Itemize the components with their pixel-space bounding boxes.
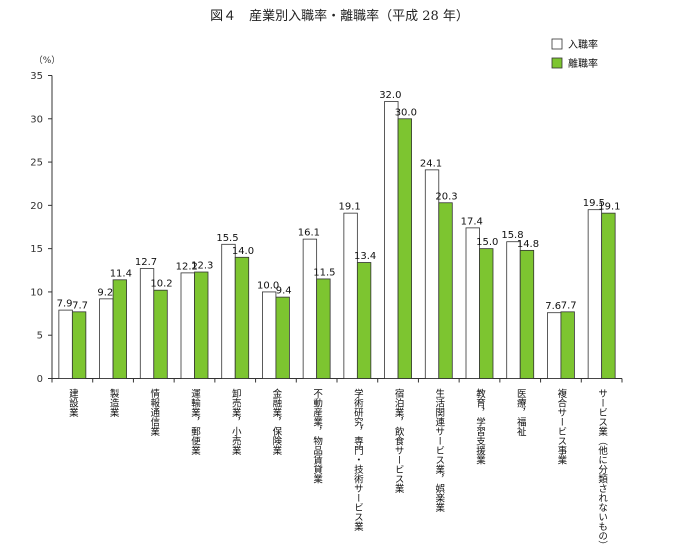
x-category-label: 建設業 bbox=[67, 388, 79, 418]
bar-entry-rate bbox=[547, 312, 562, 379]
bar-exit-rate bbox=[479, 248, 494, 379]
axes: 0 5 10 15 20 25 30 35 （%） bbox=[30, 55, 623, 385]
value-label-entry: 12.2 bbox=[176, 261, 198, 272]
value-label-entry: 24.1 bbox=[420, 158, 442, 169]
value-label-exit: 7.7 bbox=[72, 300, 88, 311]
value-label-exit: 14.8 bbox=[517, 239, 539, 250]
bar-exit-rate bbox=[234, 256, 250, 379]
x-category-label: 不動産業，物品賃貸業 bbox=[311, 389, 323, 485]
value-label-entry: 16.1 bbox=[298, 228, 320, 239]
bar-exit-rate bbox=[112, 279, 127, 379]
y-tick-label: 25 bbox=[30, 158, 43, 169]
bar-entry-rate bbox=[180, 272, 195, 379]
x-category-label: 運輸業，郵便業 bbox=[189, 389, 201, 456]
bar-exit-rate bbox=[560, 311, 575, 379]
value-label-exit: 9.4 bbox=[276, 286, 292, 297]
y-tick-label: 35 bbox=[30, 71, 43, 82]
x-category-label: サービス業（他に分類されないもの） bbox=[596, 389, 608, 551]
bar-exit-rate bbox=[71, 311, 87, 379]
bar-exit-rate bbox=[275, 296, 290, 379]
x-category-label: 学術研究，専門・技術サービス業 bbox=[352, 388, 364, 532]
labels: 7.9 7.7建設業9.211.4製造業12.710.2情報通信業12.212.3… bbox=[57, 90, 621, 550]
bar-entry-rate bbox=[221, 243, 236, 379]
value-label-entry: 9.2 bbox=[97, 287, 113, 298]
value-label-entry: 15.8 bbox=[501, 230, 523, 241]
y-tick-label: 30 bbox=[30, 114, 43, 125]
x-category-label: 教育，学習支援業 bbox=[474, 388, 486, 466]
bar-entry-rate bbox=[262, 291, 277, 379]
bar-entry-rate bbox=[506, 241, 521, 379]
bar-exit-rate bbox=[438, 202, 453, 379]
value-label-exit: 11.4 bbox=[110, 268, 132, 279]
y-tick-label: 5 bbox=[37, 331, 43, 342]
x-category-label: 生活関連サービス業，娯楽業 bbox=[433, 388, 445, 513]
x-category-label: 宿泊業，飲食サービス業 bbox=[393, 388, 405, 494]
value-label-exit: 30.0 bbox=[395, 107, 417, 118]
value-label-entry: 12.7 bbox=[135, 257, 157, 268]
bar-entry-rate bbox=[343, 212, 358, 379]
bar-exit-rate bbox=[397, 118, 412, 379]
value-label-exit: 14.0 bbox=[232, 246, 254, 257]
bar-exit-rate bbox=[194, 271, 209, 379]
value-label-entry: 17.4 bbox=[461, 216, 483, 227]
chart-title: 図４ 産業別入職率・離職率（平成 28 年） bbox=[210, 9, 469, 24]
value-label-entry: 10.0 bbox=[257, 280, 279, 291]
bar-entry-rate bbox=[302, 238, 318, 379]
value-label-exit: 13.4 bbox=[354, 251, 376, 262]
y-tick-label: 15 bbox=[30, 244, 43, 255]
value-label-exit: 20.3 bbox=[435, 191, 457, 202]
value-label-exit: 10.2 bbox=[150, 279, 172, 290]
value-label-exit: 15.0 bbox=[476, 237, 498, 248]
value-label-exit: 12.3 bbox=[191, 261, 213, 272]
legend-entry-rate-label: 入職率 bbox=[568, 38, 598, 51]
bar-entry-rate bbox=[58, 309, 73, 379]
x-category-label: 情報通信業 bbox=[148, 388, 160, 437]
bar-exit-rate bbox=[153, 289, 168, 379]
value-label-entry: 7.6 bbox=[545, 301, 561, 312]
bar-entry-rate bbox=[587, 209, 603, 379]
y-tick-label: 0 bbox=[37, 374, 43, 385]
x-category-label: 卸売業，小売業 bbox=[230, 388, 242, 456]
value-label-entry: 19.1 bbox=[338, 202, 360, 213]
x-category-label: 金融業，保険業 bbox=[270, 388, 282, 456]
bar-exit-rate bbox=[519, 249, 535, 379]
x-category-label: 複合サービス事業 bbox=[555, 388, 567, 466]
value-label-exit: 11.5 bbox=[313, 267, 335, 278]
value-label-entry: 15.5 bbox=[216, 233, 238, 244]
y-axis-unit: （%） bbox=[34, 55, 61, 66]
bar-exit-rate bbox=[601, 212, 616, 379]
bar-exit-rate bbox=[316, 278, 331, 379]
bar-entry-rate bbox=[465, 227, 480, 379]
bar-entry-rate bbox=[99, 298, 114, 379]
value-label-exit: 19.1 bbox=[598, 202, 620, 213]
bar-exit-rate bbox=[356, 262, 372, 379]
legend-exit-rate-label: 離職率 bbox=[568, 57, 598, 70]
value-label-entry: 32.0 bbox=[379, 90, 401, 101]
bars bbox=[58, 101, 616, 379]
value-label-entry: 7.9 bbox=[57, 299, 73, 310]
bar-entry-rate bbox=[384, 101, 399, 379]
value-label-exit: 7.7 bbox=[561, 300, 577, 311]
y-tick-label: 20 bbox=[30, 201, 43, 212]
legend-exit-rate-swatch bbox=[551, 57, 563, 69]
x-category-label: 医療，福祉 bbox=[515, 389, 527, 437]
legend-entry-rate-swatch bbox=[551, 38, 563, 50]
x-category-label: 製造業 bbox=[108, 388, 120, 418]
y-tick-label: 10 bbox=[30, 287, 43, 298]
value-label-entry: 19.5 bbox=[583, 198, 605, 209]
